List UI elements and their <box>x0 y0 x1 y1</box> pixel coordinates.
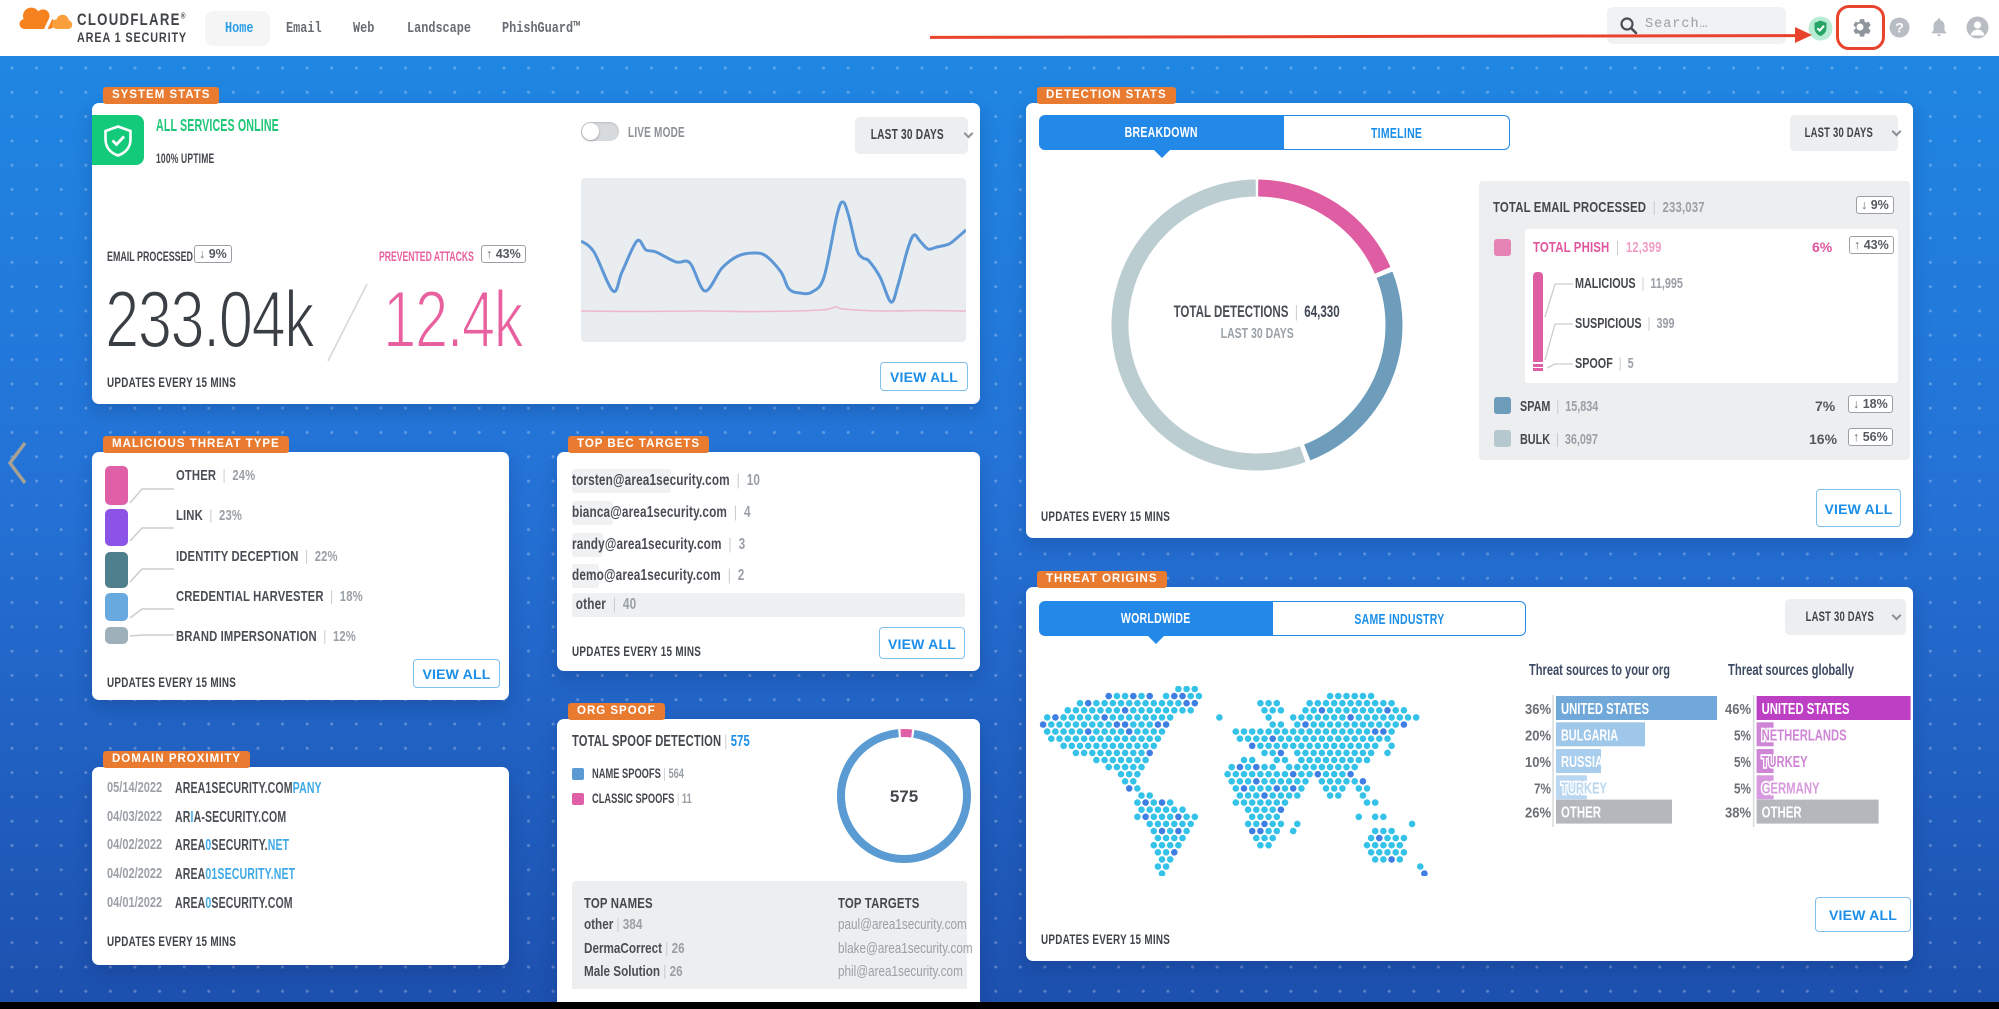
svg-text:36%: 36% <box>1525 702 1551 718</box>
svg-text:20%: 20% <box>1525 728 1551 744</box>
svg-text:GERMANY: GERMANY <box>1762 780 1820 797</box>
svg-text:BULGARIA: BULGARIA <box>1561 727 1618 744</box>
svg-text:OTHER: OTHER <box>1561 805 1601 822</box>
svg-text:NETHERLANDS: NETHERLANDS <box>1762 727 1847 744</box>
svg-text:26%: 26% <box>1525 806 1551 822</box>
svg-text:5%: 5% <box>1734 728 1751 744</box>
svg-text:7%: 7% <box>1534 781 1551 797</box>
svg-text:46%: 46% <box>1725 702 1751 718</box>
svg-text:RUSSIA: RUSSIA <box>1561 754 1603 771</box>
svg-text:OTHER: OTHER <box>1762 805 1802 822</box>
svg-text:TURKEY: TURKEY <box>1762 754 1808 771</box>
svg-text:UNITED STATES: UNITED STATES <box>1762 701 1850 718</box>
svg-text:Threat sources to your org: Threat sources to your org <box>1529 662 1670 679</box>
svg-text:Threat sources globally: Threat sources globally <box>1728 662 1854 679</box>
svg-text:UNITED STATES: UNITED STATES <box>1561 701 1649 718</box>
svg-text:38%: 38% <box>1725 806 1751 822</box>
svg-text:TURKEY: TURKEY <box>1561 780 1607 797</box>
svg-text:5%: 5% <box>1734 781 1751 797</box>
svg-text:?: ? <box>1895 20 1904 36</box>
svg-text:5%: 5% <box>1734 755 1751 771</box>
svg-text:10%: 10% <box>1525 755 1551 771</box>
